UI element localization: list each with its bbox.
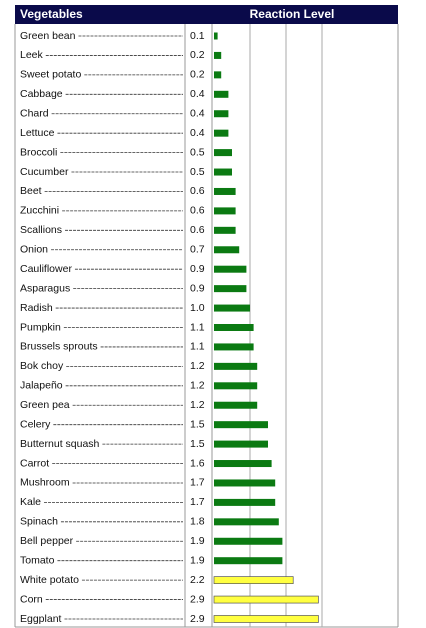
bar bbox=[214, 32, 218, 40]
value-label: 0.4 bbox=[190, 108, 205, 120]
category-label: Zucchini bbox=[20, 205, 59, 217]
value-label: 0.9 bbox=[190, 263, 205, 275]
bar bbox=[214, 382, 258, 390]
category-label: Beet bbox=[20, 185, 42, 197]
value-label: 1.2 bbox=[190, 360, 205, 372]
value-label: 1.5 bbox=[190, 438, 205, 450]
value-label: 1.6 bbox=[190, 457, 205, 469]
category-label: Bok choy bbox=[20, 360, 64, 372]
category-label: Cabbage bbox=[20, 88, 63, 100]
bar bbox=[214, 110, 229, 118]
value-label: 0.7 bbox=[190, 244, 205, 256]
value-label: 0.6 bbox=[190, 205, 205, 217]
category-label: Bell pepper bbox=[20, 535, 74, 547]
value-label: 2.9 bbox=[190, 613, 205, 625]
bar bbox=[214, 362, 258, 370]
value-label: 1.5 bbox=[190, 418, 205, 430]
value-label: 1.1 bbox=[190, 341, 205, 353]
bar bbox=[214, 226, 236, 234]
value-label: 1.7 bbox=[190, 496, 205, 508]
bar bbox=[214, 557, 283, 565]
bar bbox=[214, 460, 272, 468]
value-label: 0.4 bbox=[190, 88, 205, 100]
category-label: Broccoli bbox=[20, 146, 57, 158]
category-label: Carrot bbox=[20, 457, 49, 469]
header-bar bbox=[15, 5, 398, 24]
category-label: Kale bbox=[20, 496, 41, 508]
bar bbox=[214, 246, 240, 254]
value-label: 2.2 bbox=[190, 574, 205, 586]
category-label: Eggplant bbox=[20, 613, 62, 625]
value-label: 0.6 bbox=[190, 224, 205, 236]
bar bbox=[214, 90, 229, 98]
bar bbox=[214, 479, 276, 487]
bar bbox=[213, 576, 294, 584]
bar bbox=[214, 304, 250, 312]
bar bbox=[214, 71, 222, 79]
category-label: Corn bbox=[20, 593, 43, 605]
category-label: Pumpkin bbox=[20, 321, 61, 333]
bar bbox=[214, 168, 232, 176]
bar bbox=[214, 51, 222, 59]
category-label: Spinach bbox=[20, 516, 58, 528]
category-label: Leek bbox=[20, 49, 44, 61]
category-label: Butternut squash bbox=[20, 438, 100, 450]
value-label: 0.9 bbox=[190, 282, 205, 294]
value-label: 1.8 bbox=[190, 516, 205, 528]
bar bbox=[214, 324, 254, 331]
category-label: Radish bbox=[20, 302, 53, 314]
category-label: Mushroom bbox=[20, 477, 70, 489]
value-label: 0.4 bbox=[190, 127, 205, 139]
value-label: 0.6 bbox=[190, 185, 205, 197]
bar bbox=[214, 343, 254, 351]
bar bbox=[213, 615, 319, 623]
bar bbox=[213, 595, 319, 604]
bar bbox=[214, 187, 236, 195]
bar bbox=[214, 440, 268, 448]
bar bbox=[214, 537, 283, 545]
value-label: 1.2 bbox=[190, 380, 205, 392]
column-header: Vegetables bbox=[20, 7, 83, 21]
bar bbox=[214, 401, 258, 409]
category-label: Asparagus bbox=[20, 282, 70, 294]
value-label: 0.2 bbox=[190, 49, 205, 61]
category-label: Celery bbox=[20, 418, 51, 430]
value-label: 2.9 bbox=[190, 593, 205, 605]
bar bbox=[214, 518, 279, 526]
value-label: 1.7 bbox=[190, 477, 205, 489]
bar bbox=[214, 421, 268, 429]
value-label: 1.9 bbox=[190, 535, 205, 547]
value-label: 0.1 bbox=[190, 30, 205, 42]
category-label: Chard bbox=[20, 108, 49, 120]
bar bbox=[214, 149, 232, 157]
value-label: 1.9 bbox=[190, 554, 205, 566]
category-label: Lettuce bbox=[20, 127, 55, 139]
category-label: Cauliflower bbox=[20, 263, 72, 275]
bar bbox=[214, 129, 229, 137]
category-label: Onion bbox=[20, 244, 48, 256]
value-label: 0.5 bbox=[190, 146, 205, 158]
category-label: Cucumber bbox=[20, 166, 69, 178]
bar bbox=[214, 498, 276, 506]
value-label: 1.0 bbox=[190, 302, 205, 314]
value-label: 0.2 bbox=[190, 69, 205, 81]
column-header: Reaction Level bbox=[250, 7, 335, 21]
category-label: White potato bbox=[20, 574, 79, 586]
bar bbox=[214, 265, 247, 273]
category-label: Green bean bbox=[20, 30, 76, 42]
value-label: 0.5 bbox=[190, 166, 205, 178]
category-label: Brussels sprouts bbox=[20, 341, 98, 353]
category-label: Jalapeño bbox=[20, 380, 63, 392]
bar bbox=[214, 285, 247, 293]
category-label: Green pea bbox=[20, 399, 70, 411]
value-label: 1.2 bbox=[190, 399, 205, 411]
category-label: Sweet potato bbox=[20, 69, 81, 81]
category-label: Tomato bbox=[20, 554, 55, 566]
category-label: Scallions bbox=[20, 224, 62, 236]
bar bbox=[214, 207, 236, 215]
value-label: 1.1 bbox=[190, 321, 205, 333]
